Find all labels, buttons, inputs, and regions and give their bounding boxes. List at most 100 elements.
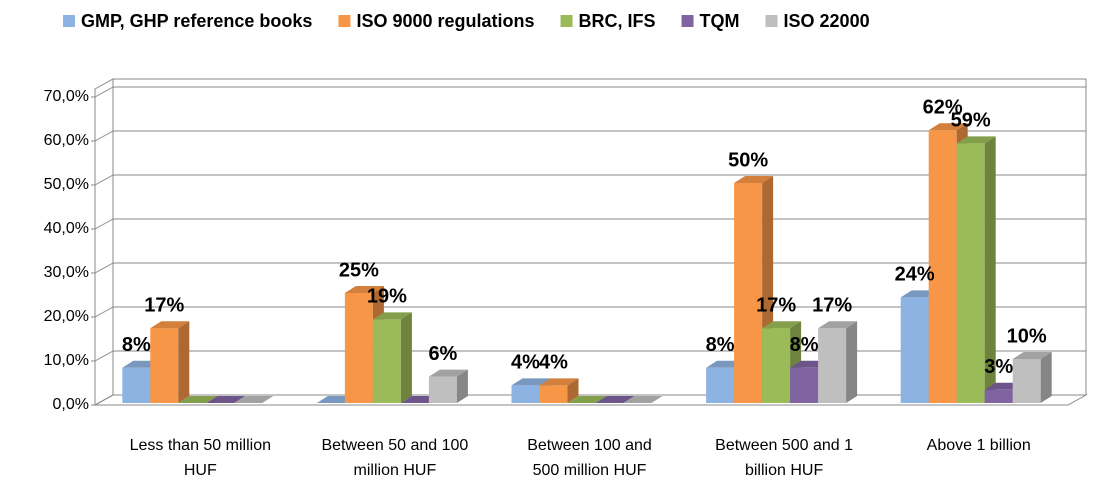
bar-front xyxy=(762,328,791,403)
grid-line-side xyxy=(94,394,114,406)
bar xyxy=(595,396,635,403)
grid-line-side xyxy=(94,262,114,274)
grid-line-side xyxy=(94,306,114,318)
grid-line-side xyxy=(94,86,114,98)
bar-side xyxy=(456,369,468,403)
bar-top xyxy=(539,378,579,386)
bar-front xyxy=(122,367,151,403)
value-label: 8% xyxy=(122,334,151,356)
bar-top xyxy=(928,123,968,131)
value-label: 62% xyxy=(923,96,963,118)
value-label: 17% xyxy=(756,294,796,316)
x-tick-label: Between 50 and 100 million HUF xyxy=(321,437,469,479)
bar-top xyxy=(206,396,246,403)
y-tick-label: 70,0% xyxy=(44,88,89,105)
bar-front xyxy=(900,297,929,403)
value-label: 17% xyxy=(144,294,184,316)
bar-top xyxy=(734,176,774,183)
bar-top xyxy=(150,321,190,329)
x-tick-label: Between 100 and 500 million HUF xyxy=(527,437,652,479)
value-label: 25% xyxy=(339,259,379,281)
bar-top xyxy=(234,396,274,403)
bar xyxy=(234,396,274,403)
bar-front xyxy=(706,367,735,403)
bar-front xyxy=(818,328,847,403)
value-label: 4% xyxy=(539,352,568,374)
x-tick-label: Less than 50 million HUF xyxy=(129,437,271,479)
bar xyxy=(567,396,607,403)
legend-label: GMP, GHP reference books xyxy=(81,11,312,31)
bar xyxy=(206,396,246,403)
bar-side xyxy=(567,378,579,403)
bar-front xyxy=(511,385,540,403)
bar-front xyxy=(956,143,985,403)
y-tick-label: 60,0% xyxy=(44,132,89,149)
value-label: 8% xyxy=(790,334,819,356)
bar-side xyxy=(178,321,190,403)
y-tick-label: 10,0% xyxy=(44,352,89,369)
bar-top xyxy=(372,312,412,320)
legend-swatch xyxy=(560,15,573,27)
bar xyxy=(956,136,996,403)
bar-front xyxy=(984,389,1013,403)
bar-top xyxy=(762,321,802,329)
bar-top xyxy=(511,378,551,386)
legend-label: ISO 9000 regulations xyxy=(356,11,534,31)
grid-line-side xyxy=(94,130,114,142)
value-label: 6% xyxy=(428,343,457,365)
bar-top xyxy=(1012,352,1052,359)
bar xyxy=(372,312,412,403)
bar-top xyxy=(818,321,858,329)
x-tick-label: Between 500 and 1 billion HUF xyxy=(715,437,854,479)
bar-side xyxy=(984,136,996,403)
y-tick-label: 0,0% xyxy=(53,396,89,413)
legend-swatch xyxy=(63,15,75,27)
legend-swatch xyxy=(765,15,778,27)
y-tick-label: 40,0% xyxy=(44,220,89,237)
legend-swatch xyxy=(681,15,694,27)
grid-line-side xyxy=(94,350,114,362)
grid-line-side xyxy=(94,174,114,186)
bar-front xyxy=(372,319,401,403)
bar-top xyxy=(623,396,663,403)
value-label: 59% xyxy=(951,110,991,132)
bar xyxy=(150,321,190,403)
bar-front xyxy=(1012,359,1041,403)
bar xyxy=(818,321,858,403)
bar-top xyxy=(178,396,218,403)
value-label: 10% xyxy=(1007,325,1047,347)
bar-front xyxy=(790,367,819,403)
value-label: 4% xyxy=(511,352,540,374)
value-label: 8% xyxy=(706,334,735,356)
y-tick-label: 50,0% xyxy=(44,176,89,193)
bar-front xyxy=(344,293,373,403)
bar-side xyxy=(400,312,412,403)
bar-top xyxy=(344,286,384,293)
y-tick-label: 20,0% xyxy=(44,308,89,325)
legend-label: BRC, IFS xyxy=(579,11,656,31)
bar xyxy=(178,396,218,403)
bar-front xyxy=(734,183,763,403)
bar-front xyxy=(539,385,568,403)
bar xyxy=(539,378,579,403)
value-label: 19% xyxy=(367,286,407,308)
bar-front xyxy=(928,130,957,403)
bar-top xyxy=(595,396,635,403)
legend-label: ISO 22000 xyxy=(784,11,870,31)
value-label: 17% xyxy=(812,294,852,316)
bar-top xyxy=(428,369,468,377)
bar-side xyxy=(846,321,858,403)
bar xyxy=(1012,352,1052,403)
value-label: 3% xyxy=(984,356,1013,378)
bar xyxy=(428,369,468,403)
bar-front xyxy=(150,328,179,403)
value-label: 24% xyxy=(895,264,935,286)
grid-line-side xyxy=(94,218,114,230)
bar-side xyxy=(1040,352,1052,403)
bar-front xyxy=(428,376,457,403)
legend-label: TQM xyxy=(700,11,740,31)
y-tick-label: 30,0% xyxy=(44,264,89,281)
legend-swatch xyxy=(338,15,351,27)
